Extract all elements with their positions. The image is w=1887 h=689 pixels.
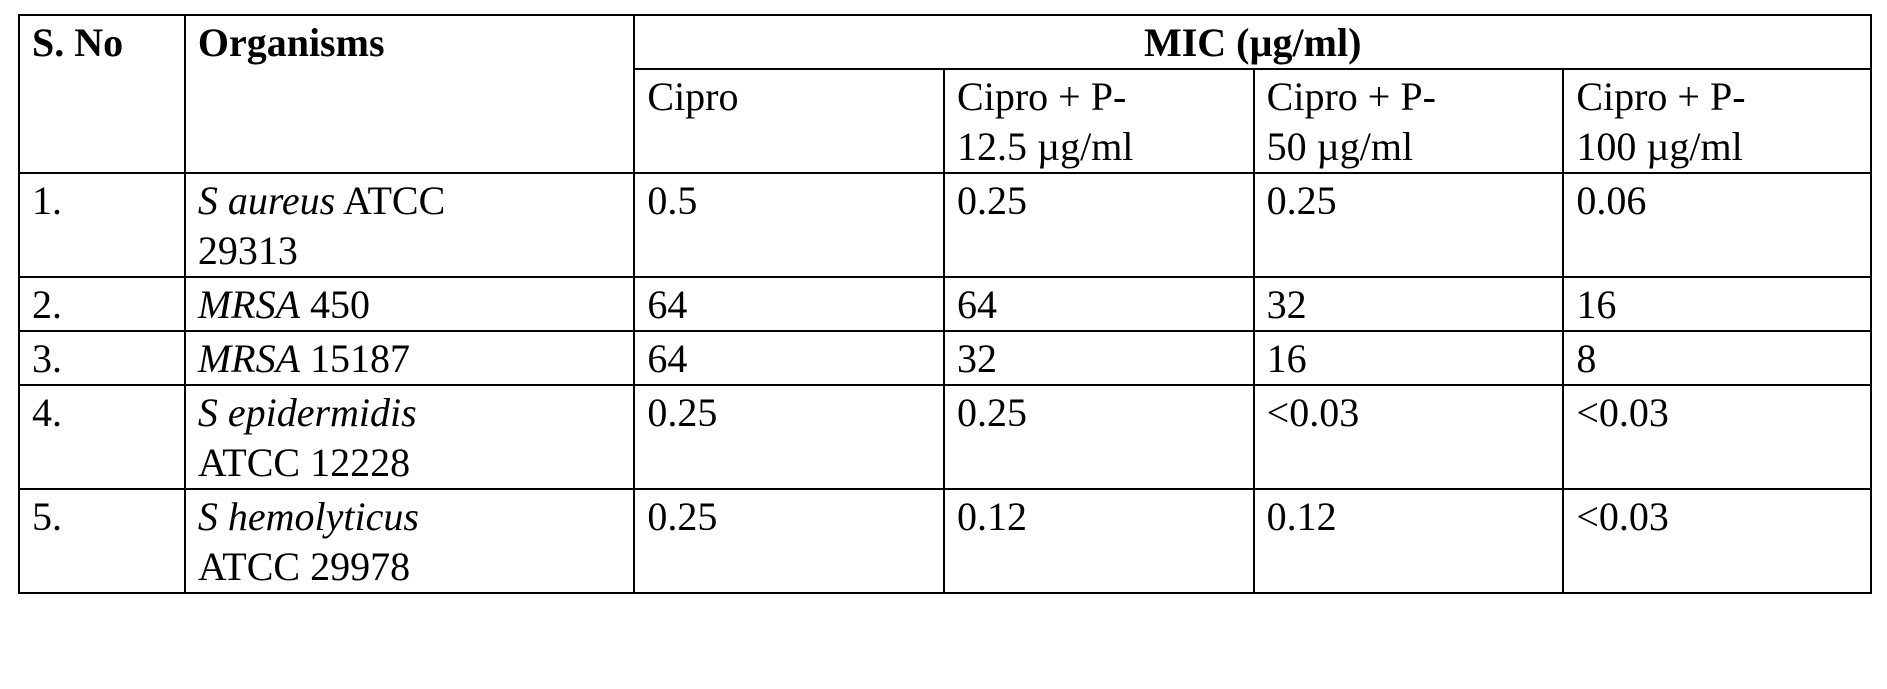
header-column-line2: 100 µg/ml (1576, 124, 1742, 169)
row-value: 0.12 (1254, 489, 1564, 593)
row-value: 32 (1254, 277, 1564, 331)
organism-italic: MRSA (198, 282, 300, 327)
organism-italic: MRSA (198, 336, 300, 381)
table-row: 5. S hemolyticus ATCC 29978 0.25 0.12 0.1… (19, 489, 1871, 593)
header-column-line1: Cipro + P- (1576, 74, 1745, 119)
organism-rest: ATCC (335, 178, 445, 223)
header-mic-group: MIC (µg/ml) (634, 15, 1871, 69)
header-column: Cipro + P- 100 µg/ml (1563, 69, 1871, 173)
row-value: 8 (1563, 331, 1871, 385)
header-column: Cipro (634, 69, 944, 173)
row-value: 0.25 (944, 385, 1254, 489)
row-sno: 3. (19, 331, 185, 385)
header-column: Cipro + P- 50 µg/ml (1254, 69, 1564, 173)
row-sno: 5. (19, 489, 185, 593)
mic-table: S. No Organisms MIC (µg/ml) Cipro Cipro … (18, 14, 1872, 594)
header-organisms: Organisms (185, 15, 635, 173)
row-sno: 4. (19, 385, 185, 489)
organism-line2: 29313 (198, 228, 298, 273)
organism-italic: S aureus (198, 178, 335, 223)
organism-line2: ATCC 12228 (198, 440, 410, 485)
header-column: Cipro + P- 12.5 µg/ml (944, 69, 1254, 173)
row-organism: S aureus ATCC 29313 (185, 173, 635, 277)
row-value: 64 (944, 277, 1254, 331)
row-value: <0.03 (1254, 385, 1564, 489)
row-value: 64 (634, 331, 944, 385)
header-column-line2: 50 µg/ml (1267, 124, 1413, 169)
row-value: <0.03 (1563, 489, 1871, 593)
table-row: 2. MRSA 450 64 64 32 16 (19, 277, 1871, 331)
row-value: 0.06 (1563, 173, 1871, 277)
row-value: <0.03 (1563, 385, 1871, 489)
row-organism: S hemolyticus ATCC 29978 (185, 489, 635, 593)
row-sno: 1. (19, 173, 185, 277)
row-value: 0.25 (1254, 173, 1564, 277)
row-value: 16 (1563, 277, 1871, 331)
organism-line2: ATCC 29978 (198, 544, 410, 589)
organism-rest: 15187 (300, 336, 410, 381)
organism-rest: 450 (300, 282, 370, 327)
header-column-line1: Cipro + P- (957, 74, 1126, 119)
row-value: 0.25 (634, 385, 944, 489)
row-value: 0.5 (634, 173, 944, 277)
table-row: 3. MRSA 15187 64 32 16 8 (19, 331, 1871, 385)
row-organism: MRSA 15187 (185, 331, 635, 385)
row-value: 16 (1254, 331, 1564, 385)
row-value: 0.25 (634, 489, 944, 593)
header-column-line1: Cipro (647, 74, 738, 119)
header-column-line2: 12.5 µg/ml (957, 124, 1133, 169)
organism-italic: S hemolyticus (198, 494, 419, 539)
organism-italic: S epidermidis (198, 390, 417, 435)
header-column-line1: Cipro + P- (1267, 74, 1436, 119)
row-value: 0.12 (944, 489, 1254, 593)
row-organism: MRSA 450 (185, 277, 635, 331)
header-sno: S. No (19, 15, 185, 173)
row-sno: 2. (19, 277, 185, 331)
table-row: 4. S epidermidis ATCC 12228 0.25 0.25 <0.… (19, 385, 1871, 489)
row-organism: S epidermidis ATCC 12228 (185, 385, 635, 489)
row-value: 64 (634, 277, 944, 331)
row-value: 0.25 (944, 173, 1254, 277)
row-value: 32 (944, 331, 1254, 385)
header-row-1: S. No Organisms MIC (µg/ml) (19, 15, 1871, 69)
table-row: 1. S aureus ATCC 29313 0.5 0.25 0.25 0.06 (19, 173, 1871, 277)
